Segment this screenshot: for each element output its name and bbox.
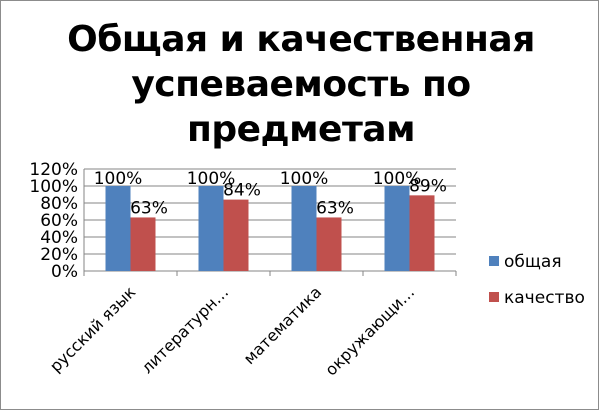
y-tick-label: 40%	[40, 228, 78, 248]
category-label: математика	[240, 282, 326, 368]
legend-label: качество	[504, 288, 585, 308]
data-label: 100%	[187, 169, 236, 189]
chart-title: Общая и качественная успеваемость по пре…	[67, 19, 535, 150]
data-label: 100%	[280, 169, 329, 189]
bar-kachestvo	[409, 195, 435, 271]
data-label: 63%	[130, 198, 168, 218]
data-label: 100%	[94, 169, 143, 189]
bar-kachestvo	[223, 199, 249, 271]
bar-obshchaya	[198, 186, 224, 271]
bar-kachestvo	[316, 217, 342, 271]
data-label: 63%	[316, 198, 354, 218]
y-tick-label: 100%	[29, 177, 78, 197]
bar-obshchaya	[291, 186, 317, 271]
bar-obshchaya	[384, 186, 410, 271]
y-tick-label: 60%	[40, 211, 78, 231]
y-tick-label: 20%	[40, 245, 78, 265]
y-tick-label: 0%	[51, 262, 78, 282]
data-label: 100%	[373, 169, 422, 189]
bar-kachestvo	[130, 217, 156, 271]
bar-obshchaya	[105, 186, 131, 271]
y-tick-label: 80%	[40, 194, 78, 214]
legend-swatch	[489, 256, 499, 266]
legend-label: общая	[504, 252, 562, 272]
category-label: русский язык	[46, 282, 140, 376]
legend-swatch	[489, 292, 499, 302]
category-label: литературн…	[137, 282, 232, 377]
data-label: 89%	[409, 176, 447, 196]
category-label: окружающи…	[321, 282, 418, 379]
y-tick-label: 120%	[29, 160, 78, 180]
data-label: 84%	[223, 181, 261, 201]
